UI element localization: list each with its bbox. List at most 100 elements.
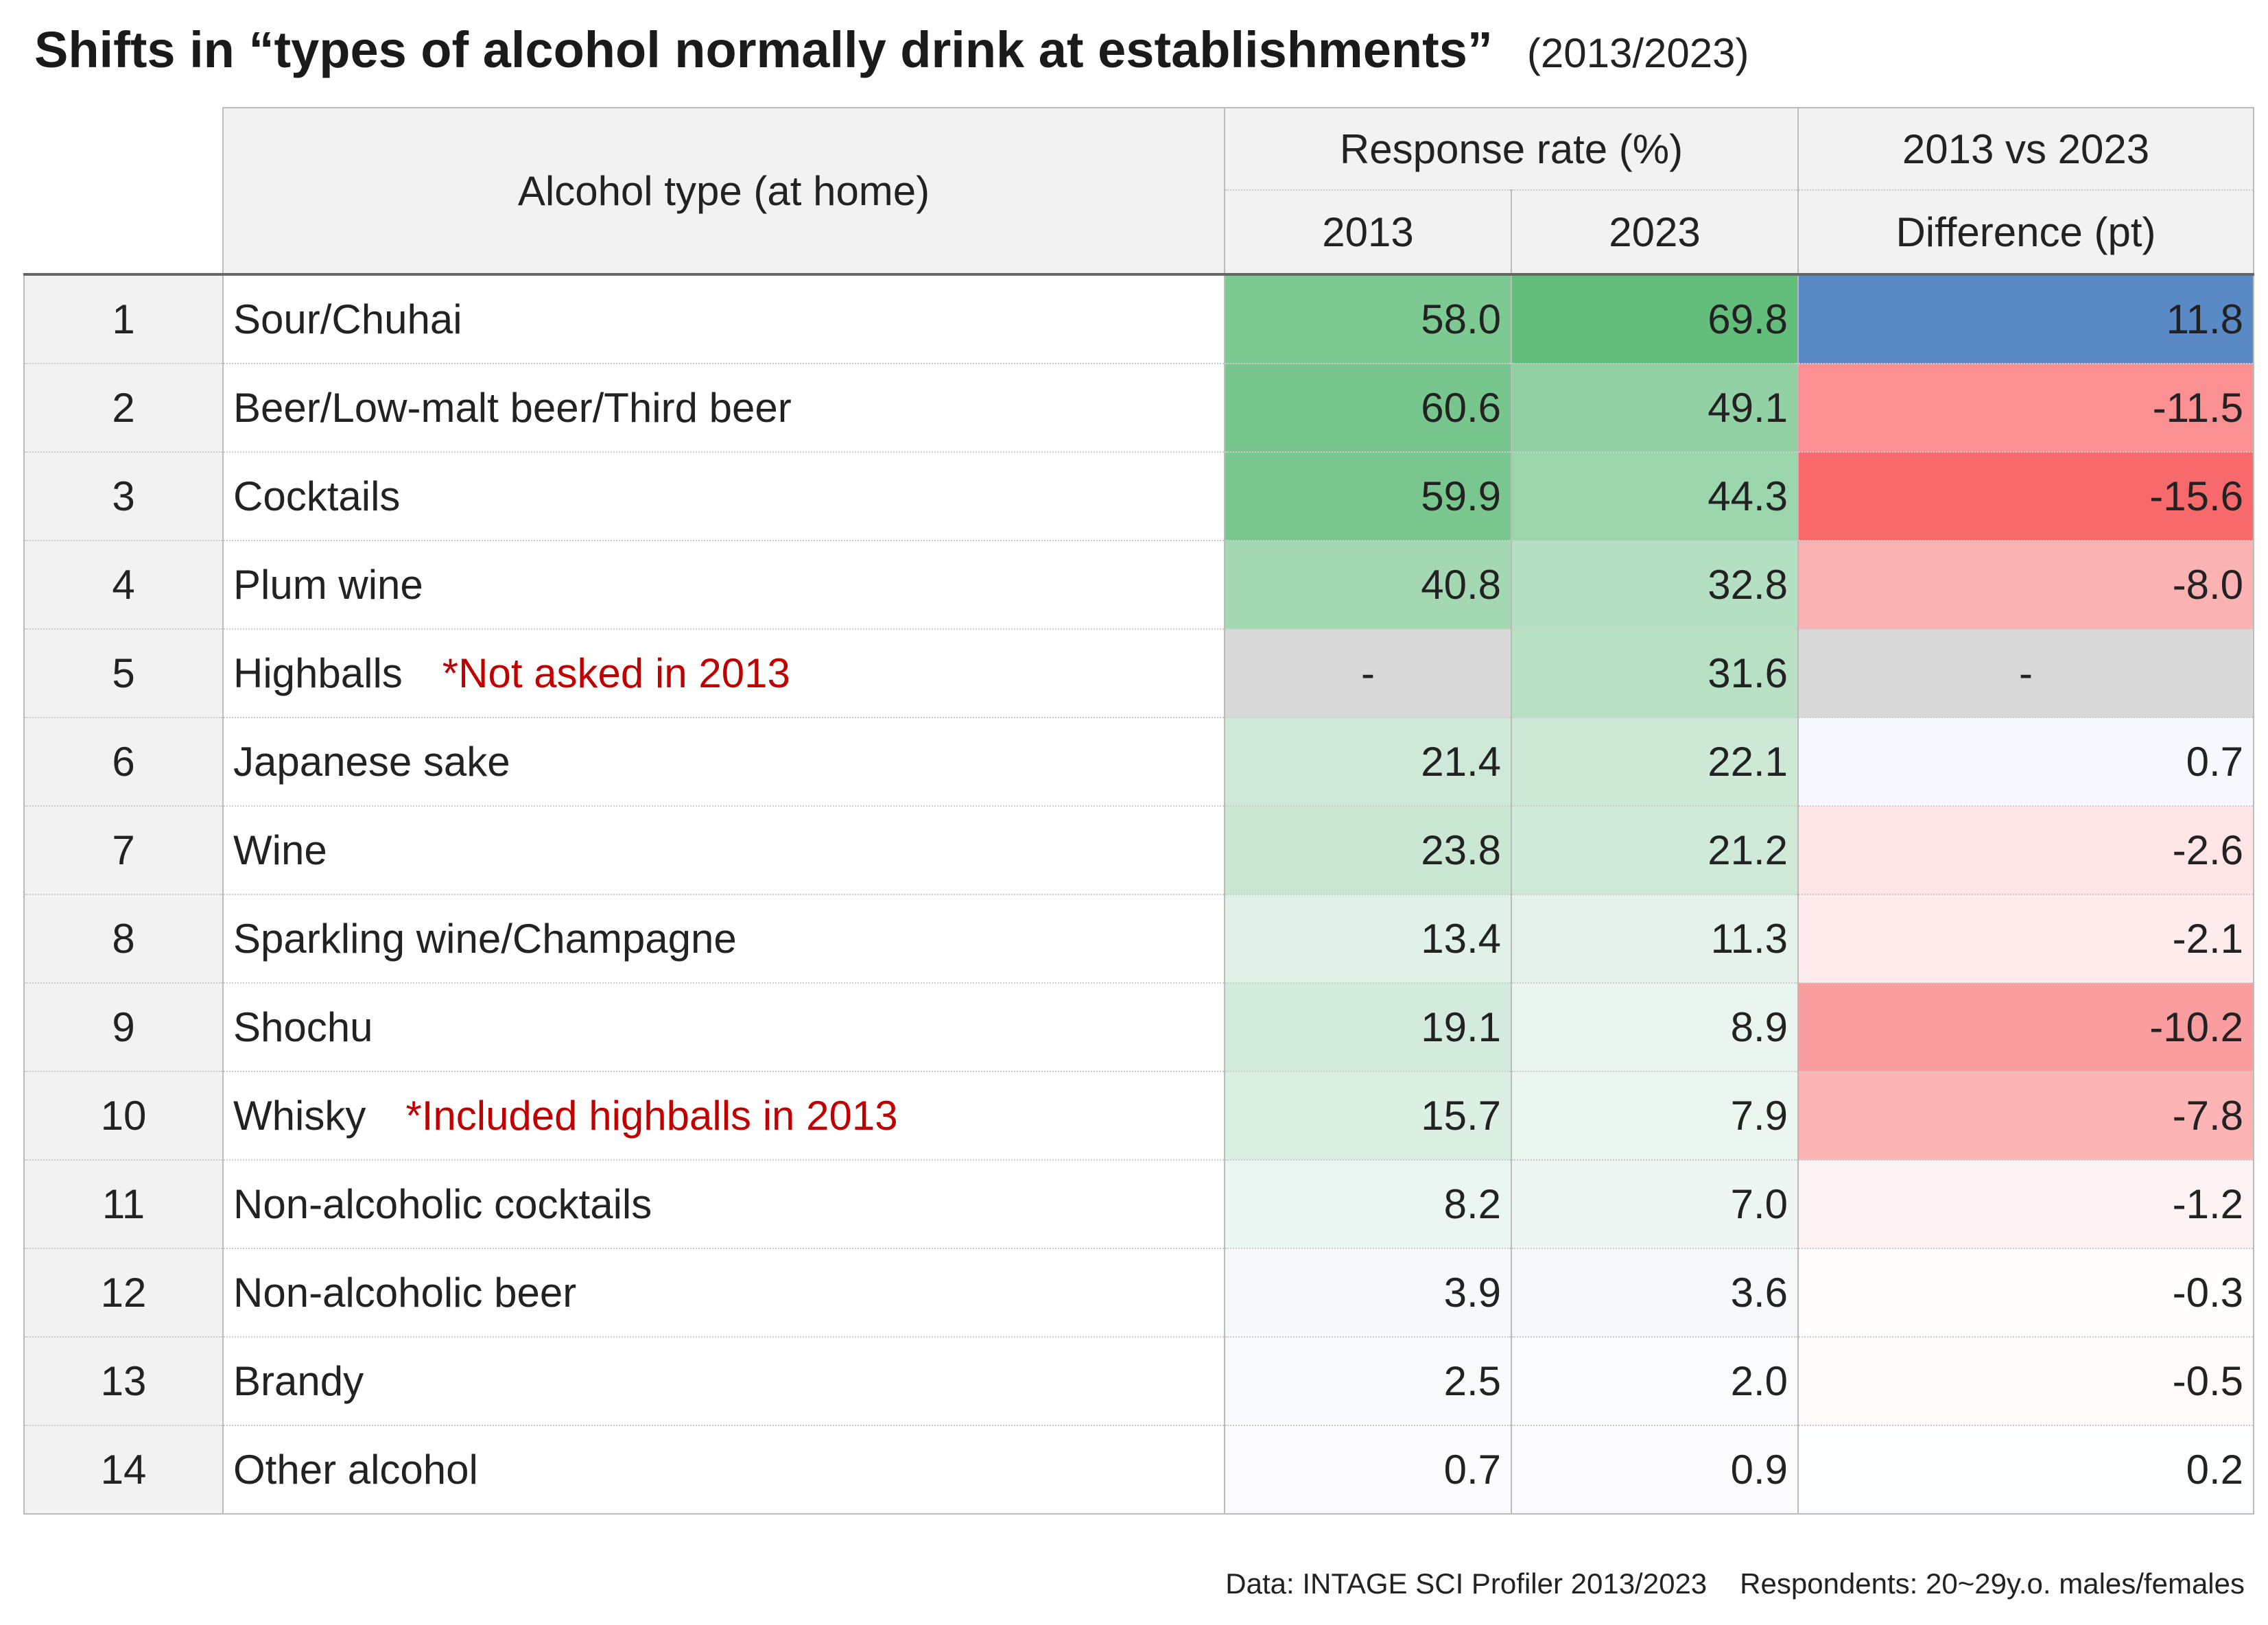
rank-cell: 6 — [23, 717, 224, 807]
alcohol-type-label: Other alcohol — [233, 1447, 478, 1493]
header-alcohol-type: Alcohol type (at home) — [222, 107, 1225, 276]
alcohol-type-cell: Non-alcoholic beer — [223, 1248, 1225, 1338]
alcohol-type-cell: Other alcohol — [223, 1425, 1225, 1515]
alcohol-type-label: Japanese sake — [233, 739, 510, 785]
value-2023-cell: 7.0 — [1511, 1160, 1799, 1249]
chart-title: Shifts in “types of alcohol normally dri… — [34, 21, 1493, 78]
rank-cell: 7 — [23, 806, 224, 895]
table-row: 4 Plum wine 40.8 32.8 -8.0 — [23, 541, 2254, 630]
table-row: 9 Shochu 19.1 8.9 -10.2 — [23, 983, 2254, 1072]
rank-cell: 8 — [23, 894, 224, 984]
value-2023-cell: 21.2 — [1511, 806, 1799, 895]
alcohol-type-cell: Brandy — [223, 1337, 1225, 1426]
table-row: 10 Whisky *Included highballs in 2013 15.7 7… — [23, 1071, 2254, 1161]
alcohol-type-cell: Wine — [223, 806, 1225, 895]
value-2013-cell: 8.2 — [1225, 1160, 1512, 1249]
alcohol-type-label: Wine — [233, 827, 327, 873]
rank-cell: 3 — [23, 452, 224, 541]
difference-cell: -2.6 — [1798, 806, 2254, 895]
header-response-rate: Response rate (%) — [1224, 107, 1799, 191]
alcohol-type-label: Brandy — [233, 1358, 364, 1404]
value-2023-cell: 0.9 — [1511, 1425, 1799, 1515]
value-2023-cell: 11.3 — [1511, 894, 1799, 984]
value-2013-cell: 0.7 — [1225, 1425, 1512, 1515]
value-2023-cell: 69.8 — [1511, 274, 1799, 364]
value-2023-cell: 8.9 — [1511, 983, 1799, 1072]
value-2023-cell: 7.9 — [1511, 1071, 1799, 1161]
table-row: 5 Highballs *Not asked in 2013 -31.6- — [23, 629, 2254, 718]
alcohol-type-label: Sour/Chuhai — [233, 296, 462, 342]
difference-cell: -8.0 — [1798, 541, 2254, 630]
value-2013-cell: 60.6 — [1225, 364, 1512, 453]
source-respondents: Respondents: 20~29y.o. males/females — [1740, 1567, 2245, 1600]
alcohol-type-cell: Whisky *Included highballs in 2013 — [223, 1071, 1225, 1161]
table-row: 13 Brandy 2.5 2.0 -0.5 — [23, 1337, 2254, 1426]
rank-cell: 13 — [23, 1337, 224, 1426]
rank-cell: 5 — [23, 629, 224, 718]
header-comparison: 2013 vs 2023 — [1797, 107, 2254, 191]
alcohol-type-cell: Japanese sake — [223, 717, 1225, 807]
value-2013-cell: 23.8 — [1225, 806, 1512, 895]
rank-cell: 14 — [23, 1425, 224, 1515]
value-2023-cell: 32.8 — [1511, 541, 1799, 630]
difference-cell: -0.3 — [1798, 1248, 2254, 1338]
source-note: Data: INTAGE SCI Profiler 2013/2023 Respo… — [1225, 1567, 2245, 1600]
header-rank-blank — [24, 108, 223, 190]
difference-cell: -15.6 — [1798, 452, 2254, 541]
difference-cell: 0.7 — [1798, 717, 2254, 807]
data-table-wrapper: Alcohol type (at home) Response rate (%)… — [23, 107, 2254, 1515]
alcohol-type-cell: Shochu — [223, 983, 1225, 1072]
alcohol-type-label: Non-alcoholic beer — [233, 1270, 577, 1316]
rank-cell: 4 — [23, 541, 224, 630]
rank-cell: 1 — [23, 274, 224, 364]
alcohol-type-label: Non-alcoholic cocktails — [233, 1181, 652, 1227]
table-row: 12 Non-alcoholic beer 3.9 3.6 -0.3 — [23, 1248, 2254, 1338]
difference-cell: -0.5 — [1798, 1337, 2254, 1426]
rank-cell: 12 — [23, 1248, 224, 1338]
header-year-2023: 2023 — [1511, 189, 1799, 276]
table-row: 6 Japanese sake 21.4 22.1 0.7 — [23, 717, 2254, 807]
alcohol-type-label: Whisky — [233, 1093, 366, 1139]
value-2013-cell: 59.9 — [1225, 452, 1512, 541]
value-2023-cell: 3.6 — [1511, 1248, 1799, 1338]
value-2013-cell: 3.9 — [1225, 1248, 1512, 1338]
value-2013-cell: 40.8 — [1225, 541, 1512, 630]
value-2013-cell: 13.4 — [1225, 894, 1512, 984]
value-2023-cell: 2.0 — [1511, 1337, 1799, 1426]
header-rank-blank-lower — [24, 190, 223, 276]
rank-cell: 11 — [23, 1160, 224, 1249]
alcohol-type-label: Plum wine — [233, 562, 423, 608]
footnote-label: *Included highballs in 2013 — [405, 1093, 898, 1139]
value-2023-cell: 31.6 — [1511, 629, 1799, 718]
alcohol-type-label: Highballs — [233, 650, 403, 696]
difference-cell: -2.1 — [1798, 894, 2254, 984]
alcohol-type-cell: Beer/Low-malt beer/Third beer — [223, 364, 1225, 453]
value-2013-cell: - — [1225, 629, 1512, 718]
value-2013-cell: 2.5 — [1225, 1337, 1512, 1426]
alcohol-type-label: Cocktails — [233, 473, 401, 519]
table-row: 14 Other alcohol 0.7 0.9 0.2 — [23, 1425, 2254, 1515]
alcohol-type-cell: Sparkling wine/Champagne — [223, 894, 1225, 984]
alcohol-type-cell: Plum wine — [223, 541, 1225, 630]
alcohol-type-cell: Highballs *Not asked in 2013 — [223, 629, 1225, 718]
value-2023-cell: 22.1 — [1511, 717, 1799, 807]
value-2013-cell: 58.0 — [1225, 274, 1512, 364]
difference-cell: 11.8 — [1798, 274, 2254, 364]
value-2013-cell: 15.7 — [1225, 1071, 1512, 1161]
table-row: 11 Non-alcoholic cocktails 8.2 7.0 -1.2 — [23, 1160, 2254, 1249]
value-2023-cell: 49.1 — [1511, 364, 1799, 453]
table-row: 7 Wine 23.8 21.2 -2.6 — [23, 806, 2254, 895]
source-data: Data: INTAGE SCI Profiler 2013/2023 — [1225, 1567, 1708, 1600]
difference-cell: 0.2 — [1798, 1425, 2254, 1515]
rank-cell: 10 — [23, 1071, 224, 1161]
difference-cell: -7.8 — [1798, 1071, 2254, 1161]
table-row: 2 Beer/Low-malt beer/Third beer 60.6 49.1 -1… — [23, 364, 2254, 453]
value-2013-cell: 19.1 — [1225, 983, 1512, 1072]
alcohol-type-label: Shochu — [233, 1004, 373, 1050]
value-2013-cell: 21.4 — [1225, 717, 1512, 807]
title-block: Shifts in “types of alcohol normally dri… — [34, 21, 1749, 96]
footnote-label: *Not asked in 2013 — [442, 650, 790, 696]
value-2023-cell: 44.3 — [1511, 452, 1799, 541]
table-row: 1 Sour/Chuhai 58.0 69.8 11.8 — [23, 274, 2254, 364]
alcohol-type-label: Beer/Low-malt beer/Third beer — [233, 385, 792, 431]
